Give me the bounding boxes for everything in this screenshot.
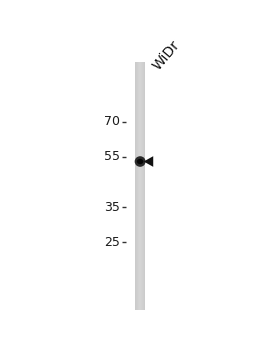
Text: 35: 35 [104,201,120,213]
Bar [138,62,139,310]
Bar [137,62,138,310]
Bar [136,62,137,310]
Bar [140,62,141,310]
Bar [136,62,137,310]
Ellipse shape [135,156,146,167]
Bar [142,62,143,310]
Text: 70: 70 [104,115,120,129]
Bar [140,62,141,310]
Polygon shape [144,156,153,167]
Bar [144,62,145,310]
Bar [143,62,144,310]
Text: WiDr: WiDr [150,38,183,73]
Bar [141,62,142,310]
Text: 25: 25 [104,236,120,249]
Bar [143,62,144,310]
Bar [137,62,138,310]
Bar [135,62,136,310]
Text: 55: 55 [104,150,120,163]
Bar [139,62,140,310]
Ellipse shape [137,159,143,164]
Bar [142,62,143,310]
Bar [138,62,139,310]
Bar [141,62,142,310]
Bar [144,62,145,310]
